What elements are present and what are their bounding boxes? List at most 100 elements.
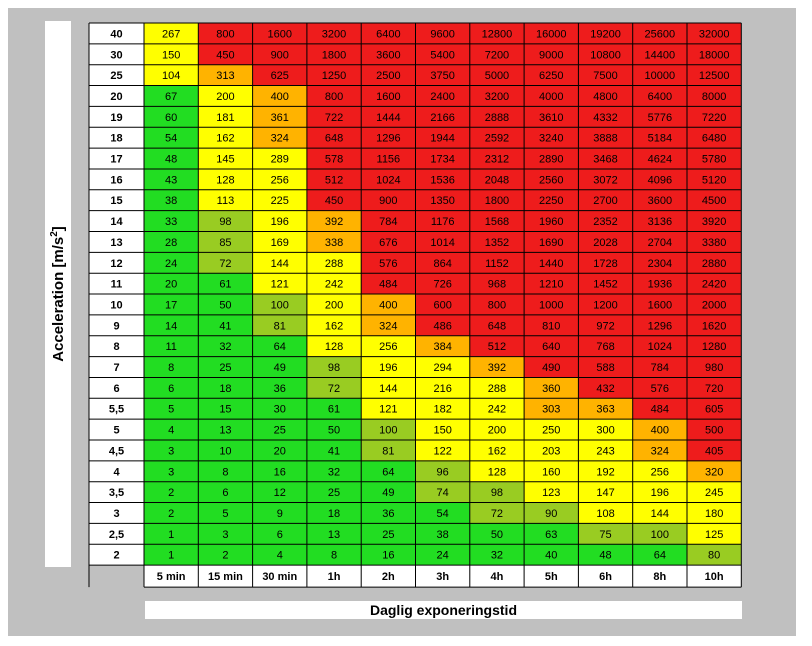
cell-value: 144 [271, 258, 289, 270]
cell-value: 400 [271, 91, 289, 103]
column-label: 30 min [262, 571, 297, 583]
cell-value: 98 [491, 487, 503, 499]
cell-value: 242 [488, 404, 506, 416]
column-label: 2h [382, 571, 395, 583]
heatmap-cell [198, 523, 253, 545]
row-label: 8 [113, 341, 119, 353]
cell-value: 7220 [702, 112, 726, 124]
heatmap-cell [524, 127, 579, 149]
cell-value: 2166 [430, 112, 454, 124]
heatmap-cell [524, 273, 579, 295]
cell-value: 5184 [648, 133, 672, 145]
cell-value: 392 [488, 362, 506, 374]
heatmap-cell [687, 23, 742, 44]
heatmap-cell [306, 356, 362, 378]
cell-value: 13 [219, 425, 231, 437]
heatmap-cell [578, 231, 633, 253]
cell-value: 12 [274, 487, 286, 499]
heatmap-cell [252, 440, 307, 461]
heatmap-cell [252, 23, 307, 44]
cell-value: 3200 [322, 28, 346, 40]
heatmap-cell [524, 64, 579, 86]
cell-value: 81 [382, 445, 394, 457]
cell-value: 2500 [376, 70, 400, 82]
cell-value: 28 [165, 237, 177, 249]
cell-value: 900 [379, 195, 397, 207]
heatmap-cell [524, 502, 579, 524]
cell-value: 2028 [593, 237, 617, 249]
heatmap-cell [198, 398, 253, 420]
heatmap-cell [198, 460, 253, 482]
heatmap-cell [144, 106, 199, 128]
cell-value: 64 [274, 341, 286, 353]
heatmap-cell [632, 231, 687, 253]
heatmap-cell [578, 544, 633, 566]
heatmap-cell [469, 335, 525, 357]
heatmap-cell [524, 335, 579, 357]
cell-value: 3888 [593, 133, 617, 145]
heatmap-cell [144, 85, 199, 107]
heatmap-cell [524, 148, 579, 169]
cell-value: 2880 [702, 258, 726, 270]
heatmap-cell [524, 85, 579, 107]
cell-value: 450 [216, 49, 234, 61]
cell-value: 50 [328, 425, 340, 437]
cell-value: 3 [168, 466, 174, 478]
cell-value: 8000 [702, 91, 726, 103]
cell-value: 6 [168, 383, 174, 395]
cell-value: 2560 [539, 174, 563, 186]
heatmap-cell [144, 210, 199, 232]
cell-value: 50 [491, 529, 503, 541]
cell-value: 980 [705, 362, 723, 374]
row-label: 19 [110, 112, 122, 124]
heatmap-cell [415, 127, 470, 149]
cell-value: 2250 [539, 195, 563, 207]
cell-value: 64 [654, 550, 666, 562]
cell-value: 1200 [593, 299, 617, 311]
heatmap-cell [361, 544, 416, 566]
cell-value: 1024 [648, 341, 672, 353]
row-label: 7 [113, 362, 119, 374]
heatmap-cell [306, 23, 362, 44]
heatmap-cell [632, 148, 687, 169]
heatmap-cell [578, 419, 633, 440]
heatmap-cell [198, 294, 253, 315]
cell-value: 196 [271, 216, 289, 228]
cell-value: 145 [216, 154, 234, 166]
cell-value: 2592 [485, 133, 509, 145]
cell-value: 67 [165, 91, 177, 103]
cell-value: 2312 [485, 154, 509, 166]
heatmap-cell [632, 168, 687, 190]
heatmap-cell [578, 148, 633, 169]
heatmap-cell [306, 210, 362, 232]
heatmap-cell [632, 544, 687, 566]
heatmap-cell [578, 106, 633, 128]
cell-value: 18000 [699, 49, 730, 61]
heatmap-cell [524, 189, 579, 211]
cell-value: 196 [379, 362, 397, 374]
column-label: 10h [705, 571, 724, 583]
cell-value: 200 [325, 299, 343, 311]
heatmap-cell [687, 314, 742, 336]
heatmap-cell [469, 168, 525, 190]
heatmap-cell [198, 85, 253, 107]
cell-value: 484 [379, 279, 397, 291]
heatmap-cell [361, 460, 416, 482]
heatmap-cell [198, 419, 253, 440]
row-label: 40 [110, 28, 122, 40]
heatmap-cell [306, 252, 362, 274]
heatmap-cell [415, 43, 470, 65]
x-axis-label: Daglig exponeringstid [145, 601, 742, 619]
heatmap-cell [687, 106, 742, 128]
heatmap-cell [524, 377, 579, 399]
heatmap-cell [687, 252, 742, 274]
heatmap-cell [361, 335, 416, 357]
heatmap-cell [198, 148, 253, 169]
cell-value: 1800 [322, 49, 346, 61]
row-label: 3,5 [109, 487, 124, 499]
cell-value: 784 [651, 362, 669, 374]
heatmap-cell [632, 294, 687, 315]
cell-value: 30 [274, 404, 286, 416]
heatmap-cell [687, 189, 742, 211]
cell-value: 5776 [648, 112, 672, 124]
